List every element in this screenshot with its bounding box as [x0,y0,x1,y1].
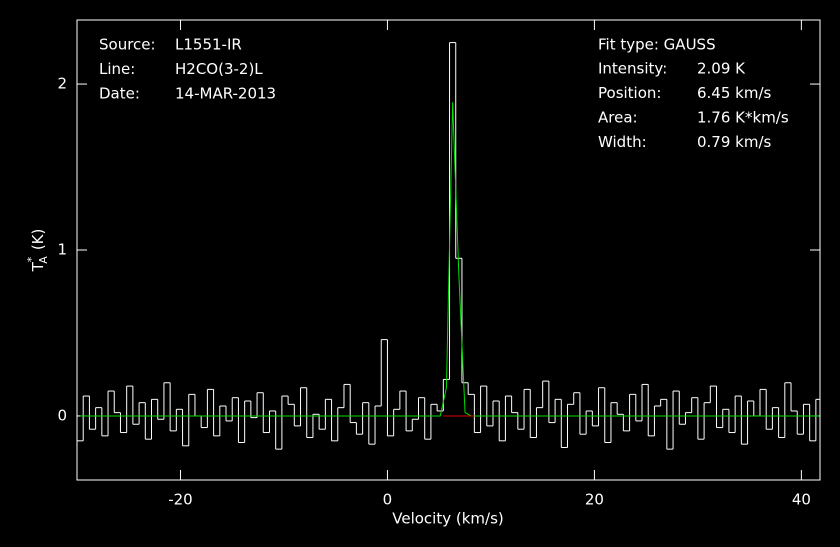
fit-value: 6.45 km/s [697,84,772,102]
fit-value: 1.76 K*km/s [697,109,789,127]
y-axis-label-text: T*A (K) [25,229,50,273]
header-label: Line: [99,60,135,78]
fit-label: Intensity: [598,60,667,78]
y-label-sup: * [25,256,38,262]
y-tick-label: 0 [57,406,67,424]
y-tick-label: 1 [57,241,67,259]
header-label: Date: [99,85,140,103]
x-tick-label: -20 [168,491,193,509]
x-tick-label: 0 [383,491,393,509]
x-axis-label: Velocity (km/s) [392,510,503,528]
y-axis-label: T*A (K) [25,229,50,273]
fit-label: Width: [598,133,647,151]
fit-value: 0.79 km/s [697,133,772,151]
y-label-base: T [29,261,47,272]
header-value: H2CO(3-2)L [175,60,263,78]
header-value: 14-MAR-2013 [175,85,276,103]
fit-type: Fit type: GAUSS [598,36,716,54]
fit-value: 2.09 K [697,60,746,78]
x-tick-label: 20 [585,491,604,509]
fit-label: Position: [598,84,661,102]
y-label-unit: (K) [29,229,47,251]
y-label-sub: A [37,256,50,264]
y-tick-label: 2 [57,75,67,93]
header-label: Source: [99,36,156,54]
header-value: L1551-IR [175,36,242,54]
fit-label: Area: [598,109,638,127]
x-tick-label: 40 [792,491,811,509]
fit-curve [80,102,819,417]
